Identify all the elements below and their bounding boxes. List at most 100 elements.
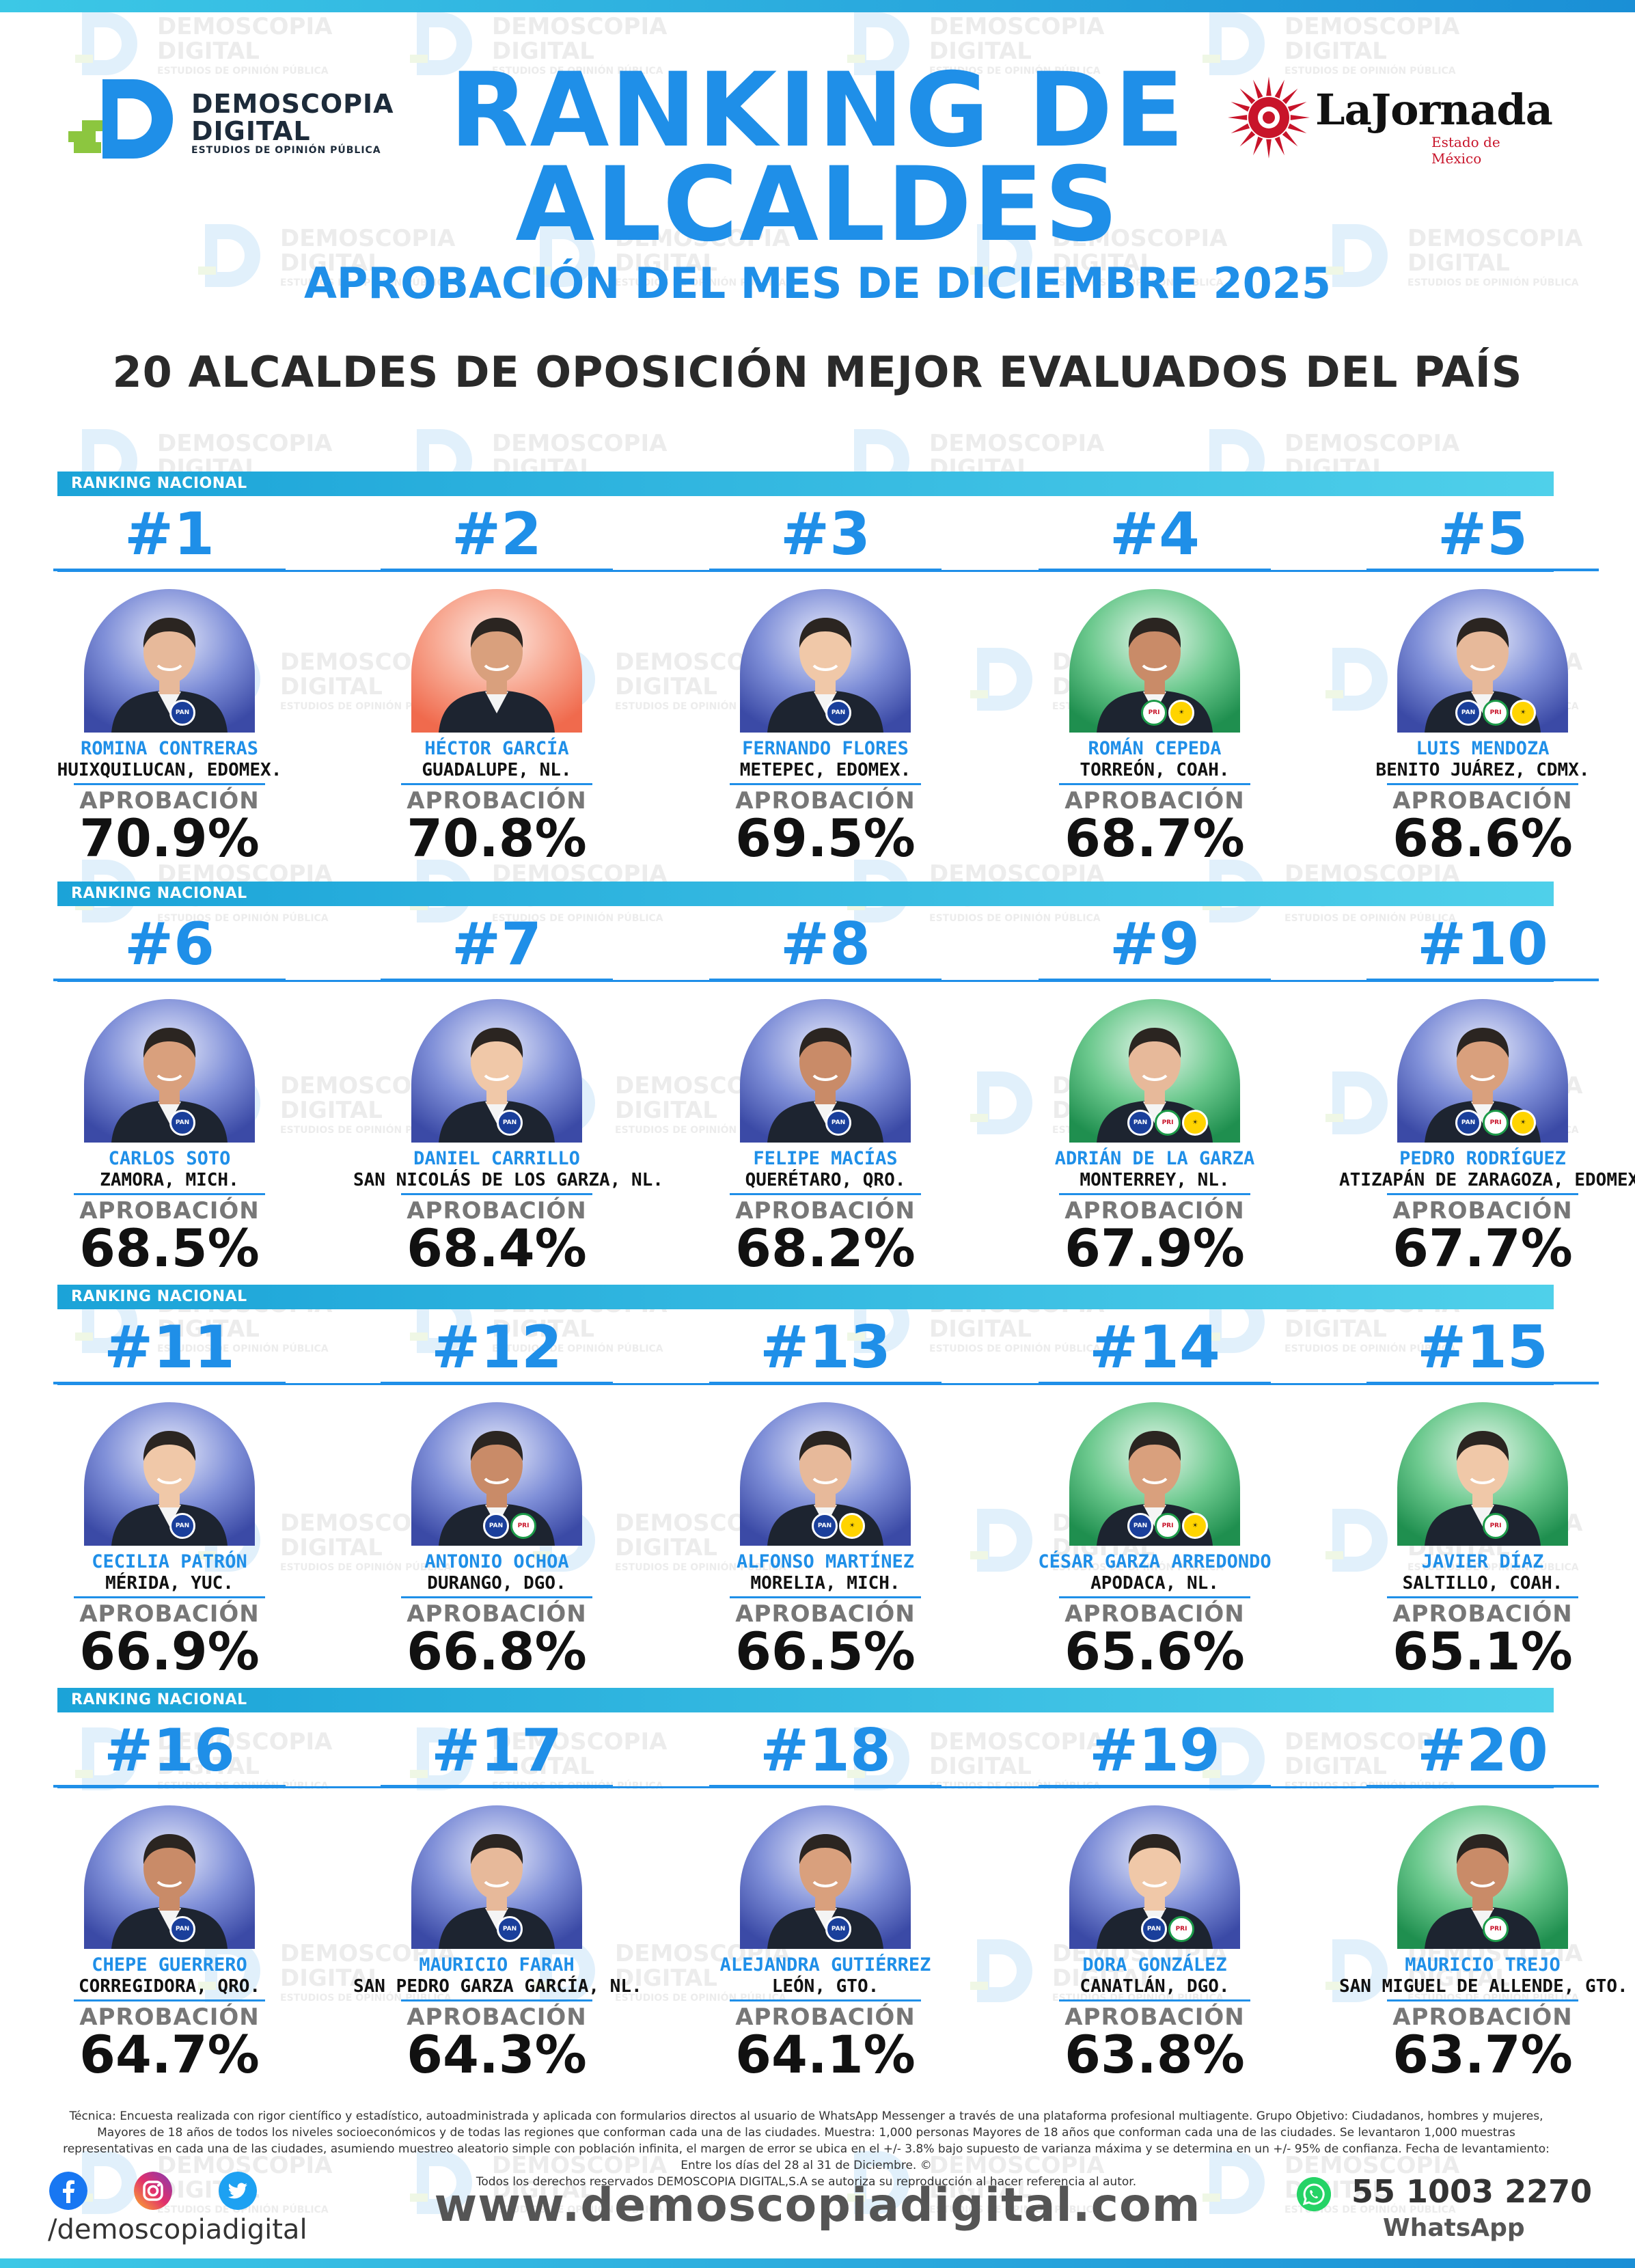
rank-number: #11 bbox=[104, 1313, 235, 1382]
approval-label: APROBACIÓN bbox=[735, 1197, 916, 1225]
partner-name: LaJornada bbox=[1315, 85, 1553, 135]
phone-number[interactable]: 55 1003 2270 bbox=[1351, 2173, 1593, 2210]
approval-label: APROBACIÓN bbox=[1392, 787, 1573, 815]
svg-text:DEMOSCOPIA: DEMOSCOPIA bbox=[929, 430, 1105, 457]
approval-label: APROBACIÓN bbox=[1064, 1197, 1245, 1225]
city-underline bbox=[1059, 1999, 1250, 2001]
mayor-city: MORELIA, MICH. bbox=[750, 1573, 901, 1594]
rank-number: #4 bbox=[1110, 500, 1200, 569]
mayor-portrait bbox=[1069, 999, 1240, 1143]
svg-text:DIGITAL: DIGITAL bbox=[280, 673, 383, 700]
approval-label: APROBACIÓN bbox=[1064, 1600, 1245, 1628]
mayor-name: PEDRO RODRÍGUEZ bbox=[1399, 1148, 1566, 1169]
mayor-card[interactable]: #10 PAN PRI ☀ PEDRO RODRÍGUEZ ATIZAPÁN DE ZAR… bbox=[1339, 910, 1635, 1276]
twitter-icon[interactable] bbox=[219, 2172, 257, 2210]
section-header: RANKING NACIONAL bbox=[57, 882, 1554, 906]
approval-value: 66.8% bbox=[407, 1621, 587, 1682]
mayor-city: CORREGIDORA, QRO. bbox=[78, 1976, 261, 1997]
rank-number: #1 bbox=[124, 500, 215, 569]
bottom-accent-bar bbox=[0, 2258, 1635, 2268]
pan-party-badge: PAN bbox=[825, 1916, 851, 1942]
svg-text:DIGITAL: DIGITAL bbox=[929, 1753, 1032, 1780]
mayor-city: SALTILLO, COAH. bbox=[1402, 1573, 1563, 1594]
mayor-name: ADRIÁN DE LA GARZA bbox=[1054, 1148, 1255, 1169]
pan-party-badge: PAN bbox=[497, 1110, 523, 1136]
section-label: RANKING NACIONAL bbox=[71, 475, 247, 492]
approval-label: APROBACIÓN bbox=[735, 2004, 916, 2031]
section-header: RANKING NACIONAL bbox=[57, 1688, 1554, 1712]
approval-label: APROBACIÓN bbox=[407, 2004, 587, 2031]
approval-value: 68.4% bbox=[407, 1218, 587, 1279]
city-underline bbox=[401, 1193, 592, 1195]
approval-value: 64.3% bbox=[407, 2024, 587, 2085]
approval-label: APROBACIÓN bbox=[1392, 1197, 1573, 1225]
mayor-portrait bbox=[411, 589, 582, 733]
la-jornada-logo[interactable]: LaJornada Estado de México bbox=[1226, 75, 1554, 167]
svg-text:DIGITAL: DIGITAL bbox=[1284, 1753, 1387, 1780]
mayor-name: ROMINA CONTRERAS bbox=[80, 738, 259, 759]
approval-value: 67.7% bbox=[1392, 1218, 1573, 1279]
approval-label: APROBACIÓN bbox=[1392, 2004, 1573, 2031]
instagram-icon[interactable] bbox=[134, 2172, 172, 2210]
pan-party-badge: PAN bbox=[483, 1513, 509, 1539]
mayor-card[interactable]: #8 PAN FELIPE MACÍAS QUERÉTARO, QRO. APROBAC… bbox=[709, 910, 942, 1276]
mayor-card[interactable]: #9 PAN PRI ☀ ADRIÁN DE LA GARZA MONTERREY, NL… bbox=[1039, 910, 1271, 1276]
svg-text:DEMOSCOPIA: DEMOSCOPIA bbox=[492, 430, 668, 457]
mayor-name: MAURICIO TREJO bbox=[1405, 1954, 1561, 1976]
city-underline bbox=[1387, 783, 1578, 785]
whatsapp-icon[interactable] bbox=[1297, 2177, 1331, 2211]
rights-text: Todos los derechos reservados DEMOSCOPIA… bbox=[476, 2175, 1137, 2189]
rank-number: #5 bbox=[1438, 500, 1528, 569]
mayor-card[interactable]: #2 HÉCTOR GARCÍA GUADALUPE, NL. APROBACIÓN 7… bbox=[381, 500, 613, 866]
mayor-card[interactable]: #7 PAN DANIEL CARRILLO SAN NICOLÁS DE LOS G… bbox=[353, 910, 663, 1276]
mayor-city: BENITO JUÁREZ, CDMX. bbox=[1375, 760, 1590, 780]
mayor-card[interactable]: #5 PAN PRI ☀ LUIS MENDOZA BENITO JUÁREZ, CDMX… bbox=[1366, 500, 1599, 866]
mayor-card[interactable]: #3 PAN FERNANDO FLORES METEPEC, EDOMEX. APRO… bbox=[709, 500, 942, 866]
social-handle[interactable]: /demoscopiadigital bbox=[48, 2214, 307, 2245]
mayor-card[interactable]: #15 PRI JAVIER DÍAZ SALTILLO, COAH. APROBACI… bbox=[1366, 1313, 1599, 1679]
demoscopia-logo[interactable]: DEMOSCOPIA DIGITAL ESTUDIOS DE OPINIÓN P… bbox=[68, 74, 396, 163]
rank-number: #2 bbox=[452, 500, 542, 569]
city-underline bbox=[74, 1999, 265, 2001]
approval-label: APROBACIÓN bbox=[1392, 1600, 1573, 1628]
approval-value: 65.6% bbox=[1064, 1621, 1245, 1682]
mayor-city: METEPEC, EDOMEX. bbox=[739, 760, 911, 780]
rank-number: #3 bbox=[780, 500, 870, 569]
mayor-card[interactable]: #12 PAN PRI ANTONIO OCHOA DURANGO, DGO. APROB… bbox=[381, 1313, 613, 1679]
pri-party-badge: PRI bbox=[1155, 1513, 1181, 1539]
brand-line1: DEMOSCOPIA bbox=[191, 89, 394, 119]
pri-party-badge: PRI bbox=[1483, 1916, 1509, 1942]
mayor-name: LUIS MENDOZA bbox=[1416, 738, 1550, 759]
mayor-card[interactable]: #20 PRI MAURICIO TREJO SAN MIGUEL DE ALLEND… bbox=[1339, 1717, 1628, 2082]
mayor-portrait bbox=[740, 1805, 911, 1949]
rank-number: #15 bbox=[1417, 1313, 1548, 1382]
pan-party-badge: PAN bbox=[1455, 1110, 1481, 1136]
mayor-card[interactable]: #18 PAN ALEJANDRA GUTIÉRREZ LEÓN, GTO. APROB… bbox=[709, 1717, 942, 2082]
mayor-card[interactable]: #11 PAN CECILIA PATRÓN MÉRIDA, YUC. APROBACI… bbox=[53, 1313, 286, 1679]
city-underline bbox=[74, 783, 265, 785]
mayor-portrait bbox=[1397, 589, 1568, 733]
pri-party-badge: PRI bbox=[1483, 1513, 1509, 1539]
mayor-name: CÉSAR GARZA ARREDONDO bbox=[1038, 1551, 1272, 1572]
mayor-card[interactable]: #19 PAN PRI DORA GONZÁLEZ CANATLÁN, DGO. APRO… bbox=[1039, 1717, 1271, 2082]
website-link[interactable]: www.demoscopiadigital.com bbox=[434, 2178, 1201, 2232]
mayor-card[interactable]: #1 PAN ROMINA CONTRERAS HUIXQUILUCAN, EDOME… bbox=[53, 500, 286, 866]
mayor-card[interactable]: #16 PAN CHEPE GUERRERO CORREGIDORA, QRO. APR… bbox=[53, 1717, 286, 2082]
mayor-card[interactable]: #13 PAN ☀ ALFONSO MARTÍNEZ MORELIA, MICH. APR… bbox=[709, 1313, 942, 1679]
pan-party-badge: PAN bbox=[825, 1110, 851, 1136]
mayor-city: ZAMORA, MICH. bbox=[100, 1170, 239, 1190]
top-accent-bar bbox=[0, 0, 1635, 12]
mayor-card[interactable]: #6 PAN CARLOS SOTO ZAMORA, MICH. APROBACIÓN 6… bbox=[53, 910, 286, 1276]
mayor-card[interactable]: #14 PAN PRI ☀ CÉSAR GARZA ARREDONDO APODACA, … bbox=[1038, 1313, 1271, 1679]
mayor-card[interactable]: #4 PRI ☀ ROMÁN CEPEDA TORREÓN, COAH. APROBACI… bbox=[1039, 500, 1271, 866]
row-separator bbox=[57, 980, 1554, 982]
svg-text:DEMOSCOPIA: DEMOSCOPIA bbox=[1284, 430, 1460, 457]
facebook-icon[interactable] bbox=[49, 2172, 87, 2210]
city-underline bbox=[74, 1596, 265, 1598]
subtitle: APROBACIÓN DEL MES DE DICIEMBRE 2025 bbox=[303, 258, 1332, 308]
approval-label: APROBACIÓN bbox=[79, 787, 260, 815]
mayor-name: ALEJANDRA GUTIÉRREZ bbox=[719, 1954, 931, 1976]
mayor-card[interactable]: #17 PAN MAURICIO FARAH SAN PEDRO GARZA GARC… bbox=[353, 1717, 642, 2082]
demoscopia-d-icon bbox=[68, 79, 173, 159]
city-underline bbox=[1387, 1193, 1578, 1195]
